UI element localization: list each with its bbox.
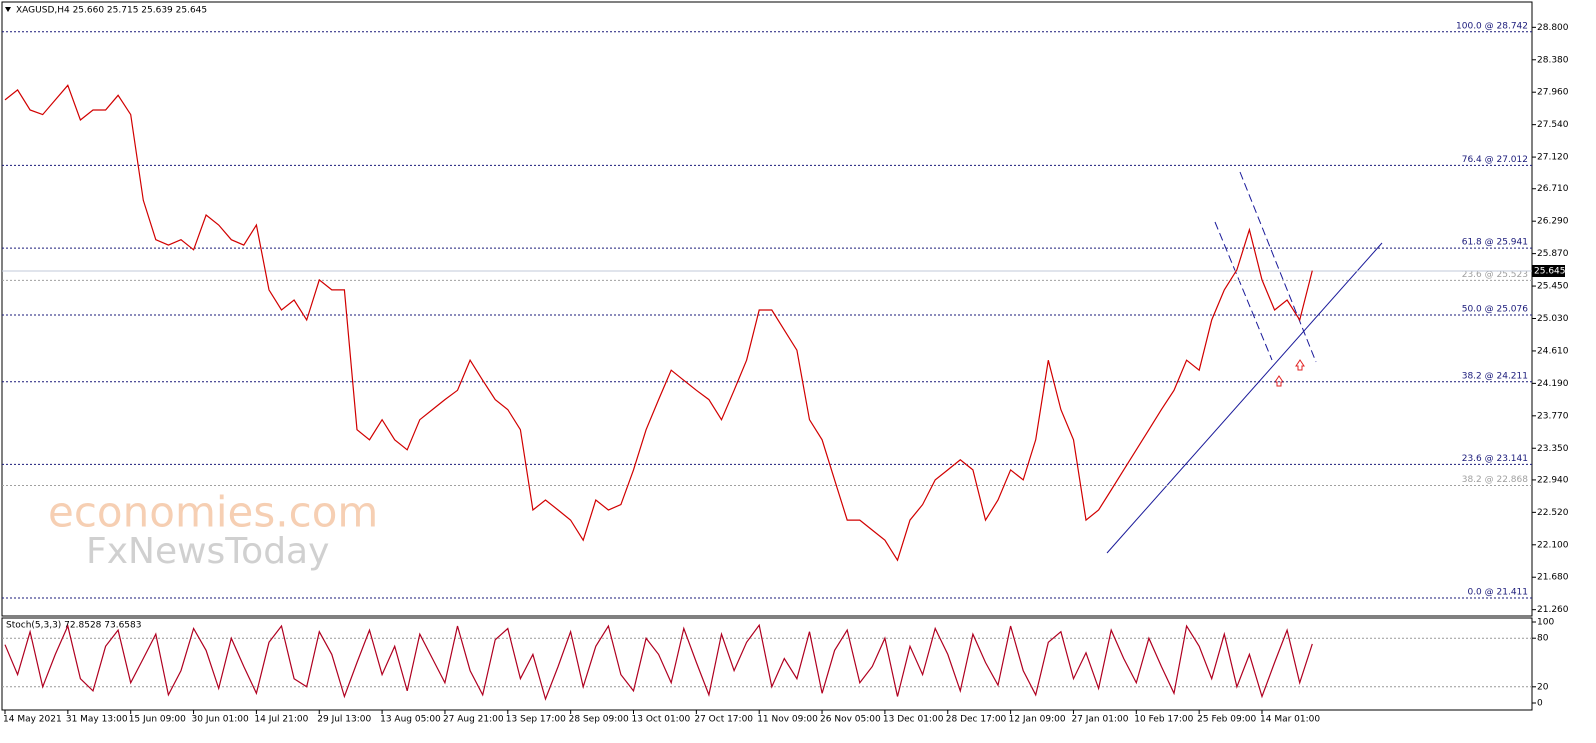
x-tick-label: 13 Oct 01:00 xyxy=(632,715,691,725)
y-tick-label: 80 xyxy=(1537,634,1549,644)
y-tick-label: 25.450 xyxy=(1537,282,1569,292)
x-tick-label: 27 Oct 17:00 xyxy=(694,715,753,725)
fib-label: 50.0 @ 25.076 xyxy=(1462,304,1529,314)
y-tick-label: 27.540 xyxy=(1537,120,1569,130)
fib-label: 76.4 @ 27.012 xyxy=(1462,155,1528,165)
fib-label: 0.0 @ 21.411 xyxy=(1467,588,1528,598)
y-tick-label: 26.290 xyxy=(1537,217,1569,227)
y-tick-label: 100 xyxy=(1537,618,1554,628)
y-tick-label: 25.030 xyxy=(1537,314,1569,324)
main-frame xyxy=(1,1,1533,617)
fib-label: 61.8 @ 25.941 xyxy=(1462,238,1528,248)
y-tick-label: 27.960 xyxy=(1537,88,1569,98)
y-tick-label: 22.520 xyxy=(1537,508,1569,518)
watermark: FxNewsToday xyxy=(86,531,329,572)
x-tick-label: 13 Aug 05:00 xyxy=(380,715,441,725)
fib-label: 23.6 @ 25.523 xyxy=(1462,270,1528,280)
y-tick-label: 25.870 xyxy=(1537,249,1569,259)
x-tick-label: 14 Mar 01:00 xyxy=(1260,715,1320,725)
y-tick-label: 21.260 xyxy=(1537,605,1569,615)
y-tick-label: 24.610 xyxy=(1537,346,1569,356)
fib-label: 38.2 @ 24.211 xyxy=(1462,371,1528,381)
fib-label: 38.2 @ 22.868 xyxy=(1462,475,1529,485)
y-tick-label: 28.800 xyxy=(1537,23,1569,33)
x-tick-label: 30 Jun 01:00 xyxy=(192,715,249,725)
y-tick-label: 22.940 xyxy=(1537,475,1569,485)
x-tick-label: 14 May 2021 xyxy=(3,715,62,725)
y-tick-label: 23.770 xyxy=(1537,411,1569,421)
x-tick-label: 28 Sep 09:00 xyxy=(569,715,629,725)
arrow-up xyxy=(1295,359,1305,371)
price-line xyxy=(4,84,1313,562)
y-tick-label: 23.350 xyxy=(1537,444,1569,454)
last-price-box xyxy=(1532,265,1565,278)
stoch-title: Stoch(5,3,3) 72.8528 73.6583 xyxy=(6,621,141,631)
y-tick-label: 26.710 xyxy=(1537,184,1569,194)
chart-title: XAGUSD,H4 25.660 25.715 25.639 25.645 xyxy=(16,6,207,16)
last-price-label: 25.645 xyxy=(1534,267,1566,277)
x-tick-label: 15 Jun 09:00 xyxy=(129,715,186,725)
y-tick-label: 24.190 xyxy=(1537,379,1569,389)
channel-line xyxy=(1214,221,1273,361)
x-tick-label: 13 Dec 01:00 xyxy=(883,715,944,725)
y-tick-label: 28.380 xyxy=(1537,55,1569,65)
stoch-frame xyxy=(1,617,1533,711)
x-tick-label: 27 Jan 01:00 xyxy=(1071,715,1128,725)
price-line xyxy=(4,623,1313,701)
y-tick-label: 27.120 xyxy=(1537,153,1569,163)
x-tick-label: 12 Jan 09:00 xyxy=(1009,715,1066,725)
x-tick-label: 28 Dec 17:00 xyxy=(946,715,1007,725)
x-tick-label: 25 Feb 09:00 xyxy=(1197,715,1256,725)
fib-label: 100.0 @ 28.742 xyxy=(1456,21,1528,31)
x-tick-label: 10 Feb 17:00 xyxy=(1134,715,1193,725)
y-tick-label: 0 xyxy=(1537,699,1543,709)
y-tick-label: 21.680 xyxy=(1537,573,1569,583)
watermark: economies.com xyxy=(48,488,378,537)
y-tick-label: 20 xyxy=(1537,682,1549,692)
x-tick-label: 26 Nov 05:00 xyxy=(820,715,881,725)
x-tick-label: 14 Jul 21:00 xyxy=(254,715,308,725)
trendline xyxy=(1106,242,1383,554)
y-tick-label: 22.100 xyxy=(1537,540,1569,550)
channel-line xyxy=(1239,171,1317,363)
x-tick-label: 11 Nov 09:00 xyxy=(757,715,818,725)
x-tick-label: 31 May 13:00 xyxy=(66,715,128,725)
fib-label: 23.6 @ 23.141 xyxy=(1462,454,1528,464)
x-tick-label: 29 Jul 13:00 xyxy=(317,715,371,725)
header-marker xyxy=(5,7,11,12)
x-tick-label: 27 Aug 21:00 xyxy=(443,715,504,725)
arrow-up xyxy=(1274,375,1284,387)
x-tick-label: 13 Sep 17:00 xyxy=(506,715,566,725)
